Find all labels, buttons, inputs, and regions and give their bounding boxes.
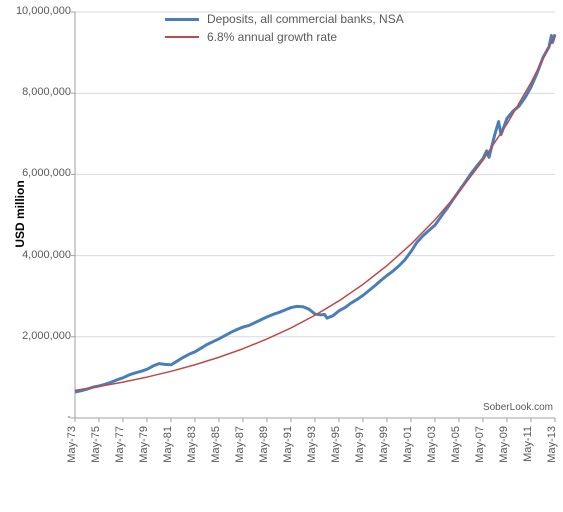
legend-item: 6.8% annual growth rate xyxy=(165,30,404,44)
x-tick-label: May-73 xyxy=(66,426,78,463)
x-tick-label: May-01 xyxy=(402,426,414,463)
x-tick-label: May-81 xyxy=(162,426,174,463)
y-tick-label: 2,000,000 xyxy=(22,330,71,342)
y-tick-label: - xyxy=(67,411,71,423)
x-tick-label: May-91 xyxy=(282,426,294,463)
x-tick-label: May-03 xyxy=(426,426,438,463)
x-tick-label: May-97 xyxy=(354,426,366,463)
chart-svg: May-73 May-75 May-77 May-79 May-81 May-83 May-… xyxy=(0,0,563,512)
x-tick-label: May-07 xyxy=(474,426,486,463)
x-tick-label: May-13 xyxy=(546,426,558,463)
legend-swatch xyxy=(165,18,199,21)
x-tick-label: May-87 xyxy=(234,426,246,463)
x-tick-label: May-85 xyxy=(210,426,222,463)
y-tick-label: 8,000,000 xyxy=(22,86,71,98)
watermark: SoberLook.com xyxy=(483,402,553,413)
legend-label: 6.8% annual growth rate xyxy=(207,30,337,44)
y-tick-label: 4,000,000 xyxy=(22,249,71,261)
legend-swatch xyxy=(165,36,199,38)
x-tick-label: May-83 xyxy=(186,426,198,463)
legend-item: Deposits, all commercial banks, NSA xyxy=(165,12,404,26)
x-tick-label: May-89 xyxy=(258,426,270,463)
legend: Deposits, all commercial banks, NSA 6.8% … xyxy=(165,12,404,48)
legend-label: Deposits, all commercial banks, NSA xyxy=(207,12,404,26)
x-tick-label: May-99 xyxy=(378,426,390,463)
y-axis-title: USD million xyxy=(13,174,27,254)
x-tick-label: May-11 xyxy=(522,426,534,462)
x-tick-label: May-09 xyxy=(498,426,510,463)
x-tick-label: May-77 xyxy=(114,426,126,463)
x-tick-label: May-05 xyxy=(450,426,462,463)
chart-container: May-73 May-75 May-77 May-79 May-81 May-83 May-… xyxy=(0,0,563,512)
y-tick-label: 10,000,000 xyxy=(16,5,71,17)
x-tick-label: May-95 xyxy=(330,426,342,463)
x-tick-label: May-75 xyxy=(90,426,102,463)
x-tick-label: May-79 xyxy=(138,426,150,463)
x-tick-label: May-93 xyxy=(306,426,318,463)
y-tick-label: 6,000,000 xyxy=(22,167,71,179)
